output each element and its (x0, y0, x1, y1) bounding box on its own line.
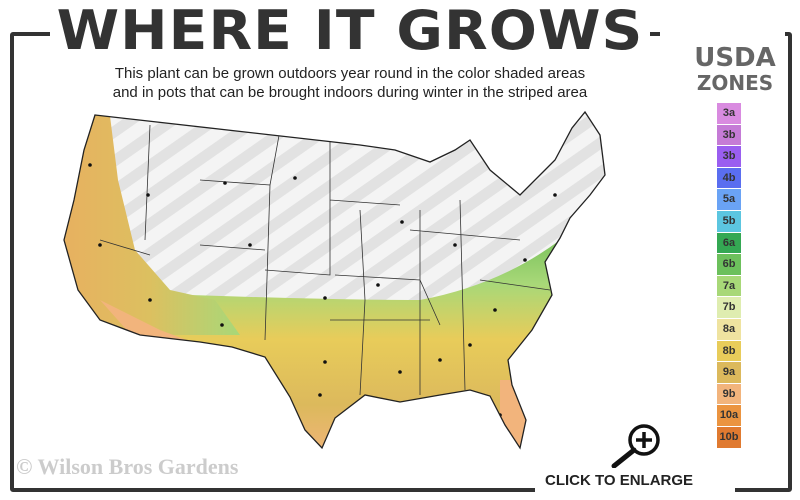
title-bar: WHERE IT GROWS (50, 0, 650, 62)
zone-legend: 3a 3b 3b 4b 5a 5b 6a 6b 7a 7b 8a 8b 9a 9b 10a 10b (717, 103, 741, 449)
subtitle-line-1: This plant can be grown outdoors year ro… (114, 65, 586, 82)
legend-title-line-1: USDA (694, 43, 776, 73)
zone-swatch-7b: 7b (717, 297, 741, 319)
zone-swatch-10a: 10a (717, 405, 741, 427)
page-title: WHERE IT GROWS (56, 0, 644, 62)
zone-swatch-9b: 9b (717, 383, 741, 406)
legend-title: USDA ZONES (680, 44, 790, 94)
zone-swatch-3b: 3b (717, 124, 741, 147)
zone-swatch-8b: 8b (717, 340, 741, 363)
state-borders (99, 124, 551, 396)
zone-swatch-3b: 3b (717, 146, 741, 168)
zoom-in-magnifier-icon[interactable] (608, 422, 664, 468)
zone-swatch-8a: 8a (717, 318, 741, 341)
zone-swatch-9a: 9a (717, 362, 741, 384)
zone-swatch-4b: 4b (717, 167, 741, 190)
click-to-enlarge-link[interactable]: CLICK TO ENLARGE (545, 472, 694, 489)
zone-swatch-3a: 3a (717, 103, 741, 125)
copyright: © Wilson Bros Gardens (16, 454, 239, 479)
zone-swatch-10b: 10b (717, 426, 741, 449)
city-dots (88, 163, 557, 417)
enlarge-border-gap (535, 470, 735, 500)
zone-swatch-5b: 5b (717, 210, 741, 233)
legend-border-gap (660, 30, 785, 50)
subtitle-line-2: and in pots that can be brought indoors … (112, 84, 588, 101)
zone-swatch-6a: 6a (717, 232, 741, 255)
legend-title-line-2: ZONES (696, 71, 774, 95)
subtitle: This plant can be grown outdoors year ro… (60, 64, 640, 102)
shaded-west-coast-region (64, 112, 240, 335)
zone-swatch-6b: 6b (717, 254, 741, 276)
zone-swatch-7a: 7a (717, 275, 741, 298)
zone-swatch-5a: 5a (717, 189, 741, 211)
us-outline (63, 110, 606, 450)
